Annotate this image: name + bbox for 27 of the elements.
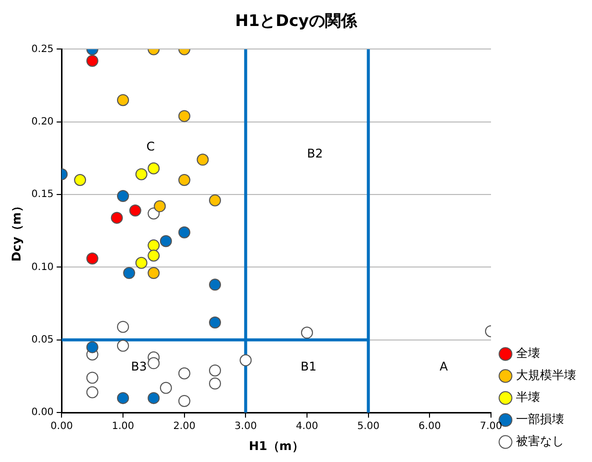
annotation: B2 <box>307 146 323 161</box>
annotation: B3 <box>131 359 147 374</box>
x-tick-label: 7.00 <box>480 421 502 432</box>
x-tick-label: 3.00 <box>234 421 257 432</box>
legend-label: 大規模半壊 <box>516 368 576 382</box>
y-axis-title: Dcy（m） <box>9 200 24 262</box>
chart-title: H1とDcyの関係 <box>235 10 358 30</box>
y-tick-label: 0.20 <box>31 116 54 128</box>
y-tick-label: 0.15 <box>31 189 54 200</box>
x-tick-label: 2.00 <box>173 421 196 432</box>
x-tick-label: 5.00 <box>357 421 380 432</box>
annotation: B1 <box>300 359 316 374</box>
legend-label: 全壊 <box>516 346 540 360</box>
x-tick-label: 6.00 <box>418 421 441 432</box>
x-tick-label: 0.00 <box>50 421 73 432</box>
annotation: C <box>146 139 155 154</box>
y-tick-label: 0.10 <box>31 262 54 273</box>
x-axis-title: H1（m） <box>248 438 304 453</box>
y-tick-label: 0.00 <box>31 407 54 418</box>
x-tick-label: 4.00 <box>296 421 318 432</box>
legend-label: 被害なし <box>516 434 564 448</box>
legend-label: 一部損壊 <box>516 412 564 426</box>
y-tick-label: 0.05 <box>31 334 54 346</box>
x-tick-label: 1.00 <box>112 421 134 432</box>
legend-label: 半壊 <box>516 390 540 404</box>
annotation: A <box>440 359 449 374</box>
y-tick-label: 0.25 <box>31 44 54 55</box>
